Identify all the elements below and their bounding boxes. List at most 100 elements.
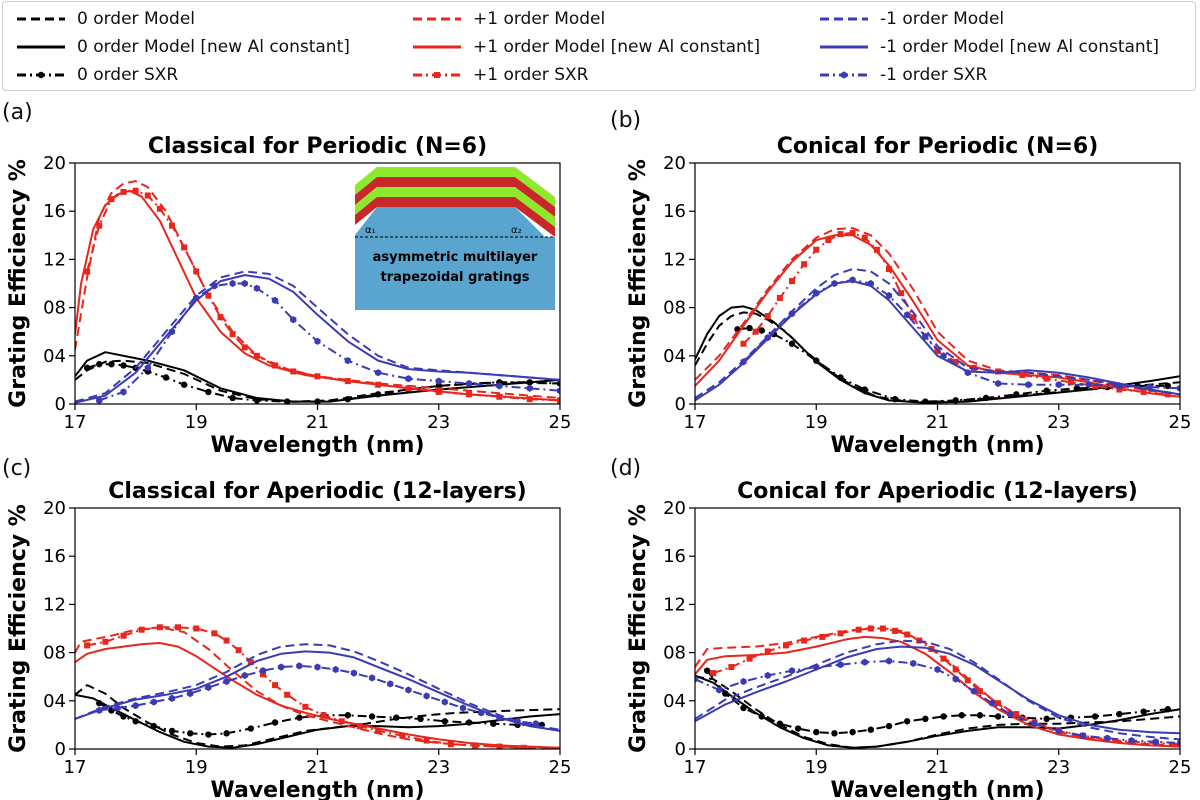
data-point xyxy=(1013,711,1020,718)
y-tick-label: 0 xyxy=(55,739,66,760)
data-point xyxy=(813,728,820,736)
legend-swatch xyxy=(413,45,461,49)
x-tick-label: 25 xyxy=(549,412,572,433)
data-point xyxy=(1116,710,1123,718)
data-point xyxy=(156,624,163,631)
series-line xyxy=(737,327,1168,403)
chart-title: Conical for Aperiodic (12-layers) xyxy=(737,479,1138,504)
series-line xyxy=(742,278,1180,390)
x-tick-label: 25 xyxy=(549,757,572,778)
data-point xyxy=(375,727,382,734)
data-point xyxy=(447,741,454,748)
data-point xyxy=(247,725,255,732)
data-point xyxy=(776,720,784,727)
data-point xyxy=(96,396,103,404)
data-point xyxy=(922,332,929,341)
data-point xyxy=(259,667,267,675)
data-point xyxy=(350,669,357,677)
data-point xyxy=(703,667,711,674)
data-point xyxy=(952,666,959,673)
data-point xyxy=(764,334,771,342)
data-point xyxy=(96,361,103,368)
data-point xyxy=(368,674,376,682)
x-tick-label: 17 xyxy=(684,757,707,778)
data-point xyxy=(114,704,121,712)
y-tick-label: 08 xyxy=(663,643,686,664)
data-point xyxy=(441,698,448,706)
data-point xyxy=(393,714,400,721)
data-point xyxy=(940,655,947,662)
data-point xyxy=(910,659,917,667)
data-point xyxy=(1043,375,1050,382)
data-point xyxy=(867,279,874,288)
data-point xyxy=(241,344,248,351)
data-point xyxy=(885,722,893,730)
data-point xyxy=(1104,734,1111,742)
data-point xyxy=(1025,381,1032,389)
series-line xyxy=(695,639,1180,741)
data-point xyxy=(801,637,808,644)
data-point xyxy=(752,328,759,335)
data-point xyxy=(922,715,929,723)
data-point xyxy=(120,713,127,720)
data-point xyxy=(435,388,442,395)
data-point xyxy=(1152,738,1159,746)
y-tick-label: 16 xyxy=(663,546,686,567)
series-line xyxy=(75,642,560,749)
data-point xyxy=(716,686,723,694)
data-point xyxy=(405,686,412,694)
series-line xyxy=(86,189,560,402)
x-tick-label: 25 xyxy=(1169,757,1192,778)
data-point xyxy=(284,691,291,698)
data-point xyxy=(1043,715,1050,723)
data-point xyxy=(338,718,345,725)
data-point xyxy=(740,358,747,366)
y-axis-label: Grating Efficiency % xyxy=(626,159,651,408)
x-tick-label: 19 xyxy=(805,412,828,433)
data-point xyxy=(526,379,533,386)
y-tick-label: 20 xyxy=(43,498,66,519)
legend-item: 0 order SXR xyxy=(15,62,178,88)
data-point xyxy=(873,246,880,253)
y-tick-label: 04 xyxy=(663,346,686,367)
data-point xyxy=(344,712,352,719)
x-tick-label: 25 xyxy=(1169,412,1192,433)
legend-item: 0 order Model [new Al constant] xyxy=(15,34,350,60)
data-point xyxy=(813,289,820,297)
data-point xyxy=(867,726,875,733)
data-point xyxy=(314,398,321,404)
data-point xyxy=(1176,384,1180,392)
data-point xyxy=(120,632,127,639)
data-point xyxy=(788,340,796,347)
data-point xyxy=(849,728,856,736)
data-point xyxy=(1164,391,1171,398)
data-point xyxy=(788,310,796,318)
data-point xyxy=(995,379,1002,388)
data-point xyxy=(187,690,194,698)
data-point xyxy=(982,394,990,402)
data-point xyxy=(995,700,1002,707)
y-tick-label: 20 xyxy=(663,153,686,174)
data-point xyxy=(788,667,796,675)
data-point xyxy=(776,294,783,301)
data-point xyxy=(259,671,266,678)
data-point xyxy=(193,268,200,275)
panel-label: (d) xyxy=(610,456,642,481)
data-point xyxy=(180,381,188,388)
legend: 0 order Model 0 order Model [new Al cons… xyxy=(2,1,1196,91)
data-point xyxy=(132,718,139,725)
y-tick-label: 08 xyxy=(43,298,66,319)
data-point xyxy=(886,266,892,273)
data-point xyxy=(819,633,826,640)
data-point xyxy=(964,369,971,377)
x-tick-label: 17 xyxy=(64,757,87,778)
data-point xyxy=(1079,732,1087,740)
y-axis-label: Grating Efficiency % xyxy=(6,504,31,753)
data-point xyxy=(794,725,802,732)
plot-area xyxy=(75,180,560,404)
chart-conical-periodic: Conical for Periodic (N=6) 0 04 08 12 16 20 17 1… xyxy=(626,134,1192,458)
data-point xyxy=(952,358,959,365)
y-tick-label: 12 xyxy=(43,249,66,270)
data-point xyxy=(934,665,941,674)
x-tick-label: 23 xyxy=(1047,757,1070,778)
